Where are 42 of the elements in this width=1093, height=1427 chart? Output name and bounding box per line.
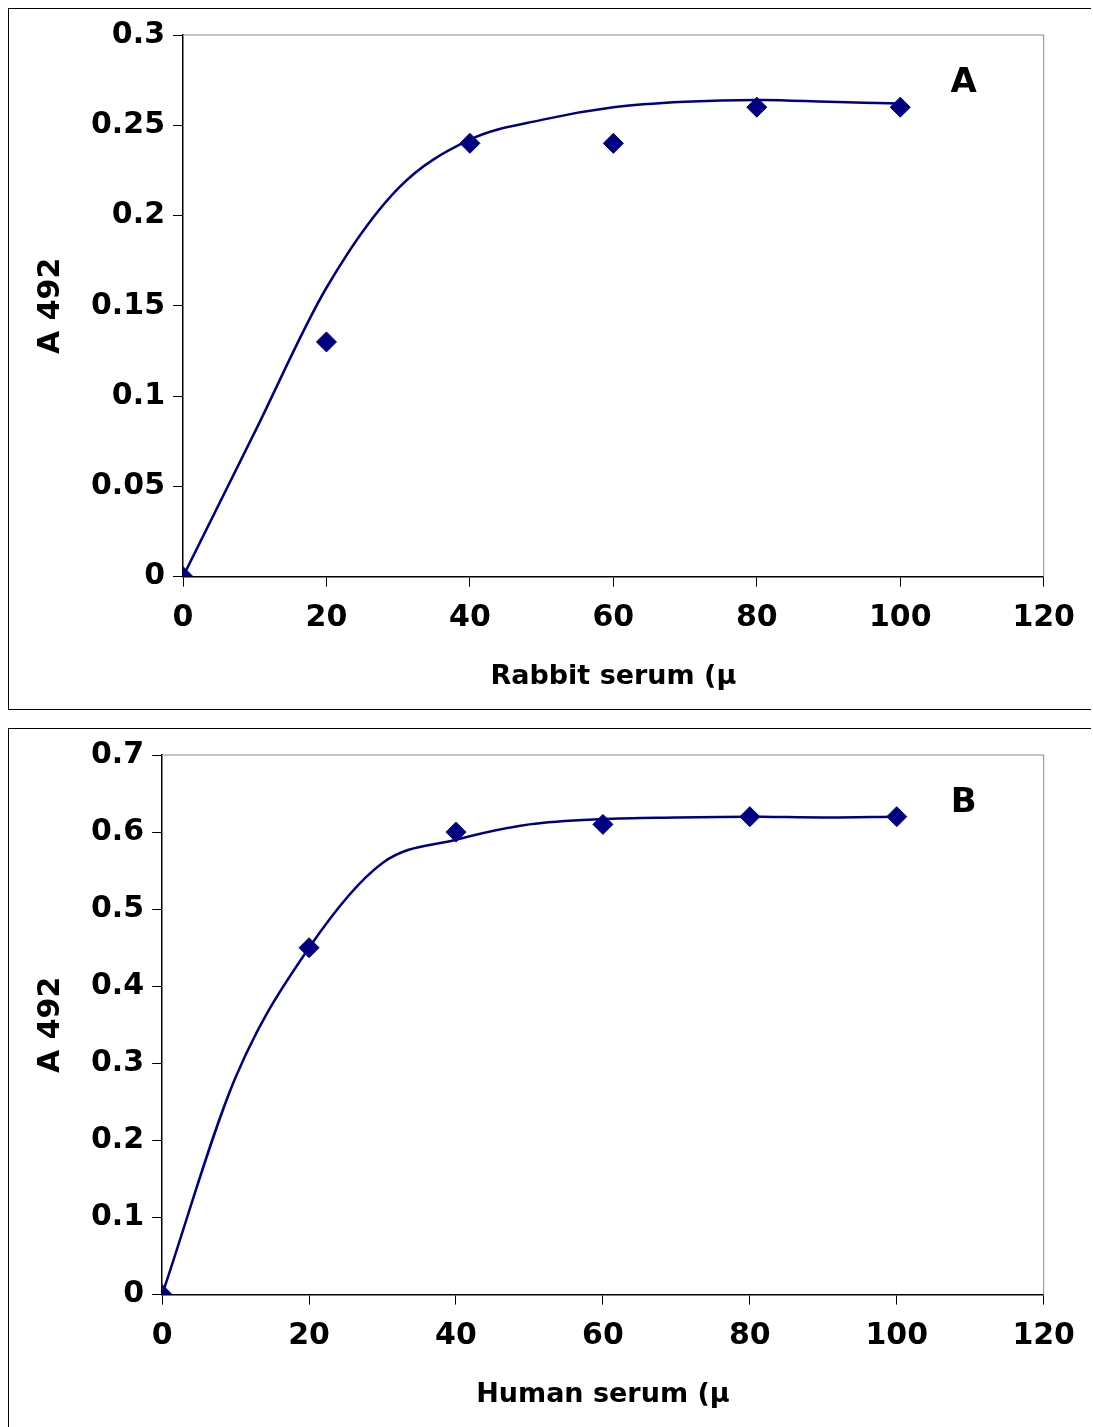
point	[602, 132, 624, 154]
y-tick-label: 0.2	[90, 1120, 145, 1156]
x-tick-label: 120	[1012, 1316, 1075, 1352]
point	[886, 806, 908, 828]
x-tick-label: 100	[865, 1316, 929, 1352]
x-tick-label: 120	[1012, 598, 1075, 634]
x-axis-title: Human serum (µ	[476, 1376, 730, 1408]
y-tick-label: 0.1	[90, 1197, 145, 1233]
y-tick-label: 0.05	[90, 466, 166, 502]
x-tick-label: 20	[288, 1316, 330, 1352]
y-axis-title: A 492	[30, 257, 66, 354]
x-tick-label: 80	[735, 598, 778, 634]
point	[592, 813, 614, 835]
y-tick-label: 0.6	[90, 811, 145, 847]
x-tick-label: 60	[582, 1316, 624, 1352]
x-tick-label: 40	[449, 598, 491, 634]
y-tick-label: 0.5	[90, 888, 145, 924]
x-tick-label: 60	[592, 598, 635, 634]
point	[739, 806, 761, 828]
y-tick-label: 0.4	[90, 966, 145, 1002]
annotation: A	[950, 59, 978, 100]
x-tick-label: 100	[868, 598, 932, 634]
x-tick-label: 80	[728, 1316, 771, 1352]
y-tick-label: 0.3	[111, 14, 166, 50]
point	[889, 96, 911, 118]
x-tick-label: 20	[305, 598, 348, 634]
y-tick-label: 0.2	[111, 195, 166, 231]
x-tick-label: 0	[172, 598, 194, 634]
y-axis-title: A 492	[30, 976, 66, 1073]
y-tick-label: 0	[144, 556, 166, 592]
y-tick-label: 0	[123, 1274, 145, 1310]
x-tick-label: 40	[435, 1316, 477, 1352]
y-tick-label: 0.25	[90, 105, 166, 141]
y-tick-label: 0.15	[90, 285, 166, 321]
y-tick-label: 0.3	[90, 1043, 145, 1079]
x-axis-title: Rabbit serum (µ	[490, 658, 737, 690]
point	[445, 821, 467, 843]
y-tick-label: 0.7	[90, 734, 145, 770]
annotation: B	[950, 779, 977, 820]
y-tick-label: 0.1	[111, 375, 166, 411]
point	[746, 96, 768, 118]
point	[298, 937, 320, 959]
